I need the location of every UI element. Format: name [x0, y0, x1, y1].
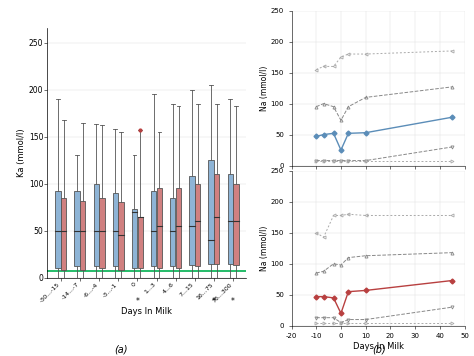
Y-axis label: Ka (mmol/l): Ka (mmol/l) — [17, 129, 26, 177]
Text: (a): (a) — [114, 345, 128, 355]
Text: *: * — [231, 297, 235, 306]
Bar — [74, 191, 80, 266]
Text: (b): (b) — [372, 345, 386, 355]
Bar — [80, 200, 85, 270]
Bar — [137, 216, 143, 268]
Bar — [61, 198, 66, 270]
Y-axis label: Na (mmol/l): Na (mmol/l) — [260, 226, 269, 271]
Bar — [55, 191, 61, 268]
Bar — [132, 209, 137, 268]
Bar — [214, 174, 219, 263]
Bar — [118, 203, 124, 270]
Text: *: * — [212, 297, 216, 306]
Y-axis label: Na (mmol/l): Na (mmol/l) — [260, 66, 269, 111]
Bar — [99, 198, 105, 268]
Bar — [233, 184, 238, 266]
Bar — [151, 191, 156, 266]
Bar — [176, 188, 181, 268]
Bar — [209, 160, 214, 263]
Bar — [93, 184, 99, 266]
X-axis label: Days In Milk: Days In Milk — [121, 307, 173, 316]
Bar — [113, 193, 118, 266]
Bar — [195, 184, 201, 266]
Bar — [157, 188, 162, 268]
Text: *: * — [136, 297, 139, 306]
Bar — [170, 198, 175, 266]
Bar — [228, 174, 233, 263]
Bar — [189, 176, 195, 265]
X-axis label: Days In Milk: Days In Milk — [353, 342, 403, 351]
